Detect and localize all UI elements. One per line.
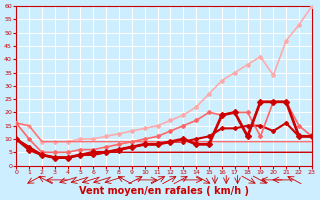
X-axis label: Vent moyen/en rafales ( km/h ): Vent moyen/en rafales ( km/h ) <box>79 186 249 196</box>
